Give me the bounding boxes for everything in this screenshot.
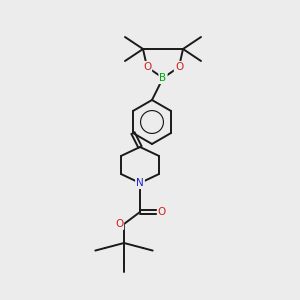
Text: O: O: [175, 62, 183, 72]
Text: O: O: [158, 207, 166, 217]
Text: N: N: [136, 178, 144, 188]
Text: O: O: [143, 62, 151, 72]
Text: O: O: [115, 219, 123, 229]
Text: B: B: [159, 73, 167, 83]
